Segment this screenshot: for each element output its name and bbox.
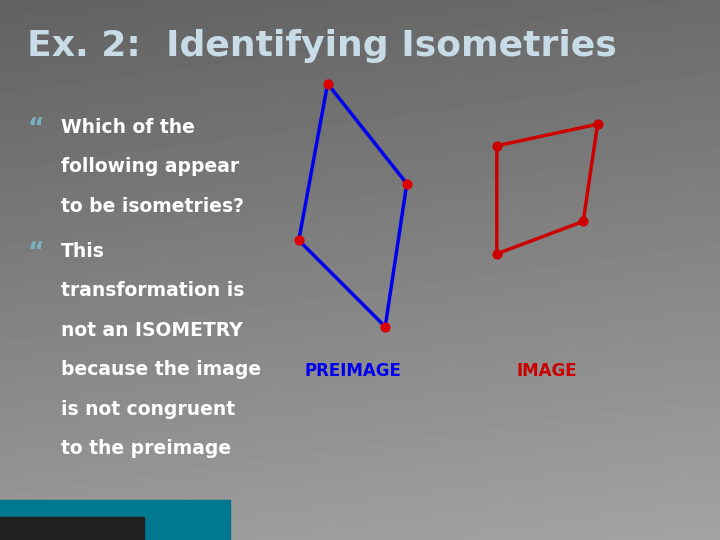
Point [379, 322, 391, 331]
Text: to be isometries?: to be isometries? [61, 197, 244, 215]
Point [491, 141, 503, 150]
Point [401, 179, 413, 188]
Text: following appear: following appear [61, 157, 240, 176]
Point [491, 249, 503, 258]
Text: “: “ [27, 240, 44, 264]
Text: PREIMAGE: PREIMAGE [305, 362, 401, 380]
Text: because the image: because the image [61, 360, 261, 379]
Text: Ex. 2:  Identifying Isometries: Ex. 2: Identifying Isometries [27, 29, 617, 63]
Point [577, 217, 589, 226]
Text: This: This [61, 242, 105, 261]
Bar [0, 517, 144, 540]
Text: IMAGE: IMAGE [517, 362, 577, 380]
Text: “: “ [27, 116, 44, 140]
Point [322, 79, 333, 88]
Text: is not congruent: is not congruent [61, 400, 235, 419]
Text: Which of the: Which of the [61, 118, 195, 137]
Point [293, 236, 305, 245]
Text: transformation is: transformation is [61, 281, 245, 300]
Bar [0, 500, 230, 540]
Text: not an ISOMETRY: not an ISOMETRY [61, 321, 243, 340]
Text: to the preimage: to the preimage [61, 439, 231, 458]
Point [592, 120, 603, 129]
